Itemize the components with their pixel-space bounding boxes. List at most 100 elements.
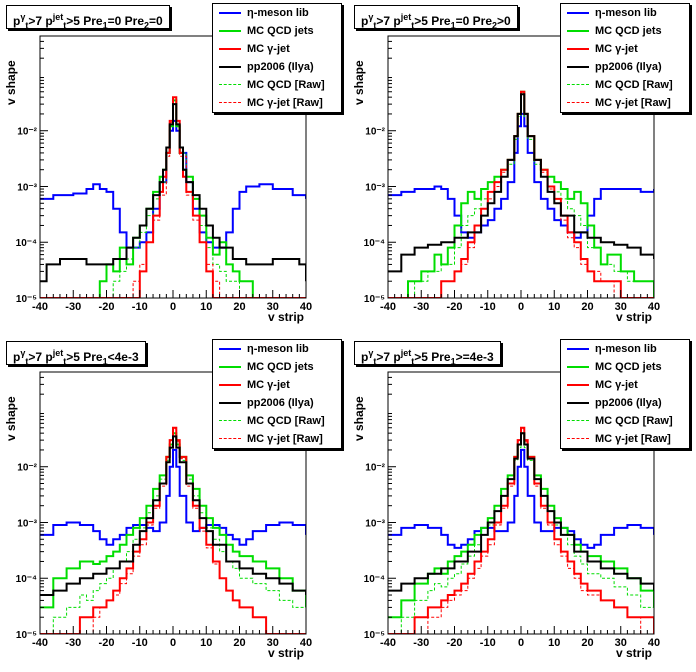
legend-entry: MC γ-jet [Raw] bbox=[213, 430, 341, 448]
title-part: 1 bbox=[102, 20, 108, 31]
x-tick-label: 30 bbox=[615, 637, 627, 649]
title-part: γ bbox=[368, 12, 374, 22]
y-tick-label: 10⁻³ bbox=[365, 518, 385, 529]
x-tick-label: 40 bbox=[300, 301, 312, 313]
title-part: t bbox=[411, 20, 415, 31]
legend-line bbox=[567, 438, 589, 439]
legend-line bbox=[219, 420, 241, 421]
y-tick-label: 10⁻⁵ bbox=[16, 630, 37, 641]
legend-entry: pp2006 (Ilya) bbox=[213, 394, 341, 412]
y-tick-label: 10⁻² bbox=[17, 463, 37, 474]
x-tick-label: -30 bbox=[413, 637, 429, 649]
legend-line bbox=[567, 30, 589, 32]
legend-label: pp2006 (Ilya) bbox=[595, 61, 662, 73]
x-tick-label: -20 bbox=[99, 637, 115, 649]
legend-entry: MC QCD [Raw] bbox=[213, 76, 341, 94]
legend-line bbox=[219, 438, 241, 439]
legend-swatch bbox=[213, 22, 247, 40]
x-tick-label: 30 bbox=[615, 301, 627, 313]
title-part: t bbox=[63, 20, 67, 31]
series-group bbox=[40, 426, 306, 634]
x-tick-label: 0 bbox=[518, 637, 524, 649]
legend-swatch bbox=[561, 40, 595, 58]
legend-line bbox=[567, 366, 589, 368]
legend-entry: MC QCD jets bbox=[561, 22, 689, 40]
x-axis-label: v strip bbox=[267, 310, 304, 324]
x-tick-label: 10 bbox=[548, 637, 560, 649]
legend-swatch bbox=[561, 340, 595, 358]
legend-label: η-meson lib bbox=[595, 7, 657, 19]
title-part: >5 Pre bbox=[414, 350, 451, 364]
legend-entry: MC γ-jet bbox=[561, 40, 689, 58]
x-tick-label: 20 bbox=[233, 301, 245, 313]
legend-label: MC QCD [Raw] bbox=[247, 79, 325, 91]
legend-swatch bbox=[213, 76, 247, 94]
chart-panel-top-left: -40 -30 -20 -10 0 10 20 30 40 10⁻⁵ 10⁻⁴ 10⁻³ 10⁻² v s… bbox=[0, 0, 348, 336]
title-part: 1 bbox=[102, 356, 108, 367]
x-tick-label: 10 bbox=[548, 301, 560, 313]
y-tick-label: 10⁻⁴ bbox=[16, 238, 37, 249]
title-part: =0 bbox=[149, 14, 163, 28]
x-tick-label: 0 bbox=[170, 637, 176, 649]
legend-line bbox=[219, 84, 241, 85]
legend-line bbox=[219, 402, 241, 404]
series-line-pp2006-ilya bbox=[40, 103, 306, 283]
x-tick-label: 0 bbox=[170, 301, 176, 313]
plot-svg: -40 -30 -20 -10 0 10 20 30 40 10⁻⁵ 10⁻⁴ 10⁻³ 10⁻² bbox=[364, 35, 660, 313]
title-part: =0 Pre bbox=[455, 14, 492, 28]
legend-label: MC QCD jets bbox=[595, 25, 662, 37]
title-part: 2 bbox=[492, 20, 498, 31]
legend-entry: MC γ-jet [Raw] bbox=[213, 94, 341, 112]
x-axis-label: v strip bbox=[615, 310, 652, 324]
legend-swatch bbox=[561, 412, 595, 430]
x-tick-label: 30 bbox=[267, 301, 279, 313]
series-line-mc-qcd-raw bbox=[40, 103, 306, 298]
legend-swatch bbox=[213, 376, 247, 394]
title-part: >7 p bbox=[376, 350, 401, 364]
plot-svg: -40 -30 -20 -10 0 10 20 30 40 10⁻⁵ 10⁻⁴ 10⁻³ 10⁻² bbox=[16, 35, 312, 313]
legend-swatch bbox=[561, 94, 595, 112]
legend-label: MC γ-jet bbox=[595, 43, 638, 55]
legend-swatch bbox=[561, 4, 595, 22]
x-tick-label: -10 bbox=[132, 301, 148, 313]
series-line-pp2006-ilya bbox=[40, 435, 306, 596]
legend-line bbox=[219, 366, 241, 368]
legend-entry: MC QCD [Raw] bbox=[561, 412, 689, 430]
title-part: p bbox=[13, 350, 21, 364]
title-part: p bbox=[361, 350, 369, 364]
x-tick-label: 40 bbox=[300, 637, 312, 649]
x-tick-label: -10 bbox=[480, 301, 496, 313]
series-line-meson-lib bbox=[388, 448, 654, 549]
x-tick-label: 10 bbox=[200, 637, 212, 649]
legend-entry: η-meson lib bbox=[213, 4, 341, 22]
legend-entry: pp2006 (Ilya) bbox=[213, 58, 341, 76]
legend: η-meson lib MC QCD jets MC γ-jet pp2006 (Il… bbox=[560, 339, 690, 449]
legend-label: pp2006 (Ilya) bbox=[247, 397, 314, 409]
x-tick-label: -10 bbox=[480, 637, 496, 649]
legend-swatch bbox=[561, 22, 595, 40]
legend-label: MC γ-jet bbox=[247, 43, 290, 55]
legend-swatch bbox=[561, 430, 595, 448]
x-tick-label: -30 bbox=[65, 301, 81, 313]
y-tick-label: 10⁻³ bbox=[17, 182, 37, 193]
legend-line bbox=[219, 384, 241, 386]
legend-entry: pp2006 (Ilya) bbox=[561, 58, 689, 76]
title-part: >5 Pre bbox=[66, 14, 103, 28]
plot-svg: -40 -30 -20 -10 0 10 20 30 40 10⁻⁵ 10⁻⁴ 10⁻³ 10⁻² bbox=[16, 371, 312, 649]
title-part: jet bbox=[52, 12, 64, 22]
legend-entry: MC QCD jets bbox=[213, 358, 341, 376]
title-part: t bbox=[25, 20, 29, 31]
legend-swatch bbox=[561, 376, 595, 394]
legend-swatch bbox=[561, 76, 595, 94]
y-tick-label: 10⁻² bbox=[365, 463, 385, 474]
legend-label: η-meson lib bbox=[595, 343, 657, 355]
y-tick-label: 10⁻² bbox=[365, 127, 385, 138]
series-line-mc-qcd-jets bbox=[40, 432, 306, 609]
title-part: >0 bbox=[497, 14, 511, 28]
legend-label: MC γ-jet [Raw] bbox=[595, 97, 671, 109]
legend-line bbox=[219, 66, 241, 68]
y-tick-label: 10⁻⁴ bbox=[16, 574, 37, 585]
title-part: γ bbox=[368, 348, 374, 358]
legend-swatch bbox=[561, 394, 595, 412]
y-axis-label: v shape bbox=[352, 60, 366, 105]
